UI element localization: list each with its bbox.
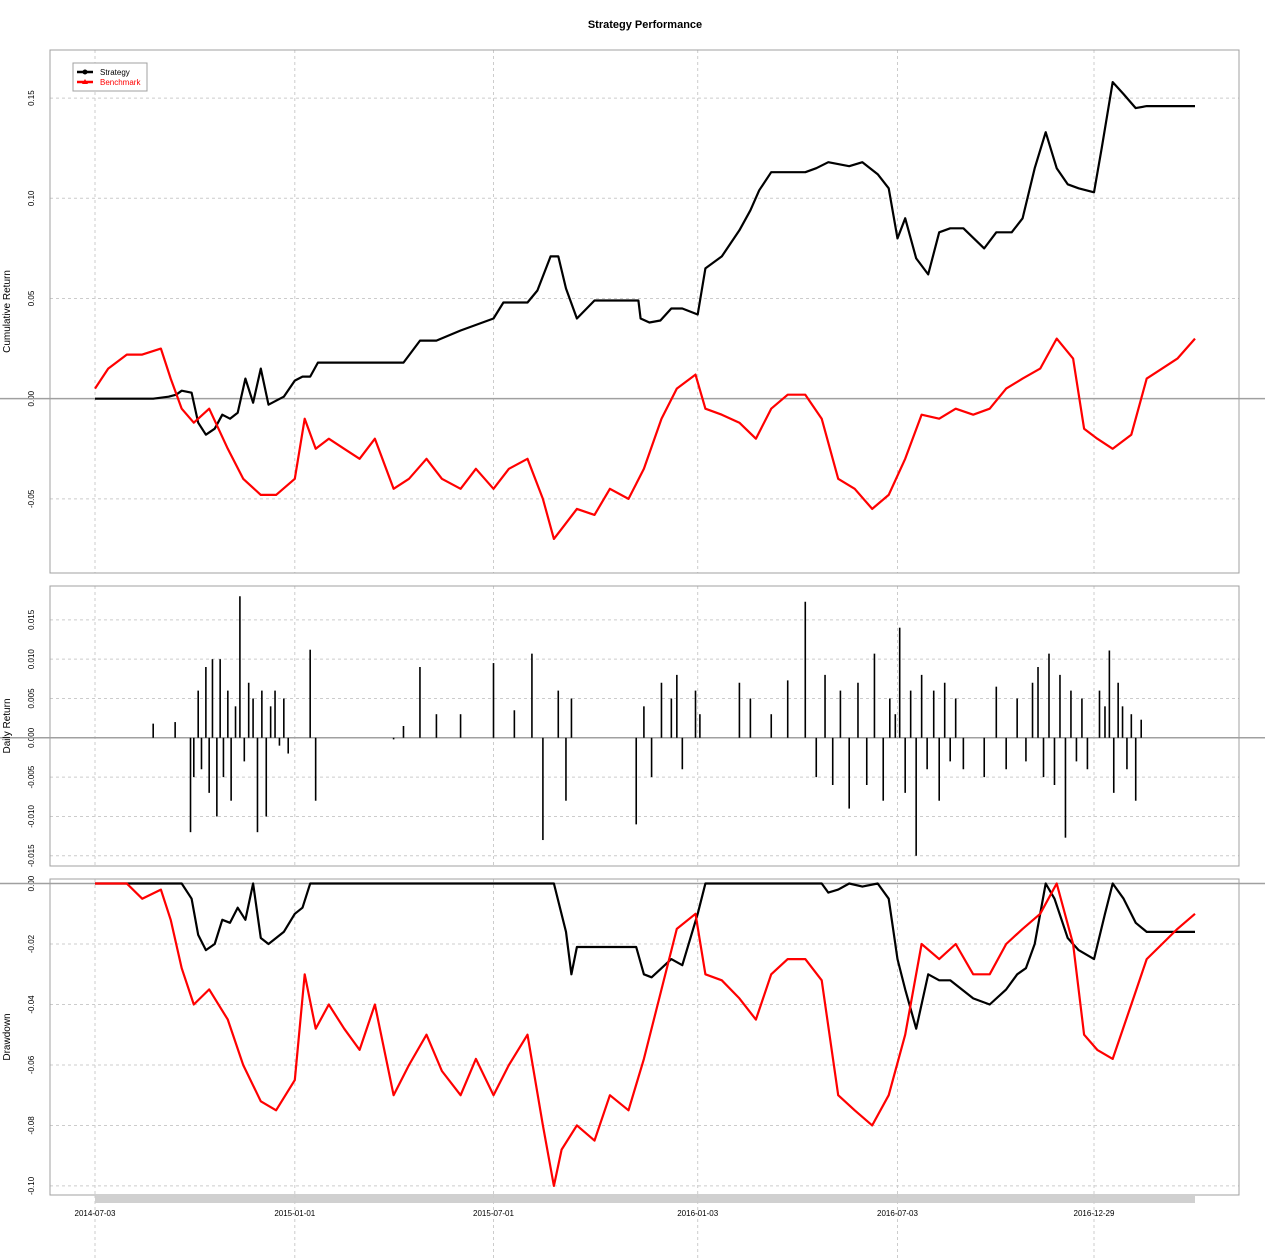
cumulative-strategy-line: [95, 80, 1195, 436]
x-tick-label-5: 2016-12-29: [1074, 1209, 1115, 1218]
cumulative-ylabel: Cumulative Return: [2, 270, 13, 353]
x-axis-tick-band: [95, 1195, 1195, 1203]
daily-ytick-label-6: 0.015: [27, 609, 36, 630]
x-tick-label-3: 2016-01-03: [677, 1209, 718, 1218]
daily-return-panel: -0.015-0.010-0.0050.0000.0050.0100.015Da…: [0, 585, 1265, 867]
daily-ytick-label-1: -0.010: [27, 805, 36, 828]
drawdown-ylabel: Drawdown: [2, 1013, 13, 1060]
drawdown-frame: [49, 878, 1240, 1196]
daily-ytick-label-0: -0.015: [27, 844, 36, 867]
x-tick-label-4: 2016-07-03: [877, 1209, 918, 1218]
cumulative-ytick-label-3: 0.10: [27, 190, 36, 206]
legend-strategy-label: Strategy: [100, 68, 130, 77]
daily-ytick-label-4: 0.005: [27, 688, 36, 709]
legend-strategy-marker: [82, 69, 88, 75]
drawdown-strategy-line: [95, 882, 1195, 1030]
drawdown-ytick-label-1: -0.08: [27, 1116, 36, 1135]
chart-title: Strategy Performance: [588, 19, 702, 31]
x-tick-label-1: 2015-01-01: [274, 1209, 315, 1218]
x-tick-label-2: 2015-07-01: [473, 1209, 514, 1218]
drawdown-ytick-label-3: -0.04: [27, 995, 36, 1014]
legend-box: [72, 62, 148, 92]
drawdown-benchmark-line: [95, 882, 1196, 1188]
daily-ytick-label-5: 0.010: [27, 649, 36, 670]
daily-ytick-label-2: -0.005: [27, 765, 36, 788]
drawdown-ytick-label-0: -0.10: [27, 1176, 36, 1195]
cumulative-ytick-label-0: -0.05: [27, 489, 36, 508]
x-axis: 2014-07-03 2015-01-01 2015-07-01 2016-01-03…: [75, 1195, 1195, 1260]
drawdown-ytick-label-4: -0.02: [27, 934, 36, 953]
cumulative-frame: [49, 49, 1240, 574]
cumulative-ytick-label-2: 0.05: [27, 290, 36, 306]
cumulative-benchmark-line: [94, 337, 1196, 541]
legend: Strategy Benchmark: [72, 62, 148, 92]
daily-ylabel: Daily Return: [2, 698, 13, 753]
cumulative-ytick-label-4: 0.15: [27, 90, 36, 106]
drawdown-ytick-label-2: -0.06: [27, 1055, 36, 1074]
legend-benchmark-label: Benchmark: [100, 78, 141, 87]
legend-benchmark-marker: [82, 79, 88, 84]
daily-frame: [49, 585, 1240, 867]
x-tick-label-0: 2014-07-03: [75, 1209, 116, 1218]
